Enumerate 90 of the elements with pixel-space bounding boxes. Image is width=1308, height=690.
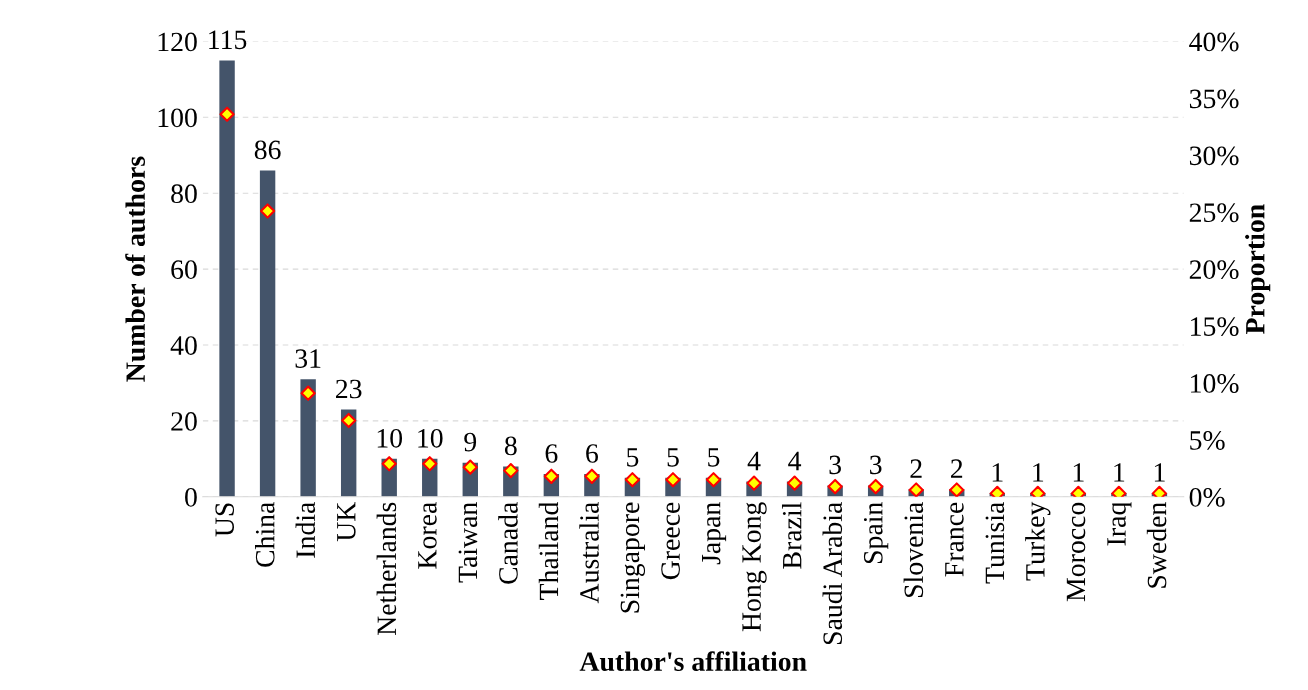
point xyxy=(219,106,235,122)
data-label: 4 xyxy=(747,451,761,471)
data-label: 8 xyxy=(504,436,517,456)
x-tick-label: Iraq xyxy=(1107,502,1132,546)
data-label: 6 xyxy=(545,444,558,463)
y2-axis-title: Proportion xyxy=(1245,204,1271,334)
data-label: 23 xyxy=(336,379,362,399)
x-tick-label: US xyxy=(215,503,235,537)
data-label: 2 xyxy=(951,459,963,478)
y-tick-label: 20 xyxy=(171,412,197,431)
x-tick-label: Singapore xyxy=(620,502,646,613)
data-label: 31 xyxy=(295,349,321,368)
x-tick-label: Korea xyxy=(418,502,437,569)
point xyxy=(705,472,722,488)
point xyxy=(949,482,965,497)
x-tick-label: Thailand xyxy=(538,502,559,600)
point xyxy=(584,468,600,484)
x-tick-label: Canada xyxy=(498,502,518,584)
y-tick-label: 60 xyxy=(171,260,197,280)
data-label: 1 xyxy=(1073,463,1084,482)
x-axis-title: Author's affiliation xyxy=(579,651,807,672)
data-label: 4 xyxy=(788,451,802,471)
x-tick-label: Tunisia xyxy=(985,502,1005,584)
x-tick-label: UK xyxy=(337,501,356,542)
point xyxy=(462,459,478,475)
y-tick-label: 120 xyxy=(158,32,197,52)
y-tick-label: 100 xyxy=(158,108,197,128)
data-label: 3 xyxy=(829,455,841,475)
bar xyxy=(259,170,276,497)
x-tick-label: Morocco xyxy=(1066,502,1086,602)
data-label: 9 xyxy=(464,432,477,452)
x-tick-label: Taiwan xyxy=(458,502,478,583)
data-label: 86 xyxy=(254,140,281,160)
data-label: 115 xyxy=(209,30,247,50)
x-tick-label: Spain xyxy=(863,502,889,564)
y2-tick-label: 5% xyxy=(1190,431,1225,450)
point xyxy=(259,203,276,219)
x-tick-label: Brazil xyxy=(781,502,802,569)
x-tick-label: Sweden xyxy=(1146,502,1167,588)
point xyxy=(624,472,641,488)
y-axis-title: Number of authors xyxy=(125,156,146,382)
point xyxy=(503,462,519,479)
x-tick-label: Slovenia xyxy=(903,502,924,598)
x-tick-label: France xyxy=(945,502,964,577)
y2-tick-label: 10% xyxy=(1191,374,1239,393)
y2-tick-label: 25% xyxy=(1189,203,1239,223)
point xyxy=(908,482,924,497)
x-tick-label: India xyxy=(295,502,316,558)
point xyxy=(341,412,357,429)
x-tick-label: Netherlands xyxy=(376,502,397,636)
y-tick-label: 40 xyxy=(170,336,197,355)
data-label: 1 xyxy=(1114,463,1125,482)
point xyxy=(746,475,762,491)
x-tick-label: China xyxy=(255,502,275,567)
x-tick-label: Australia xyxy=(579,502,599,604)
y2-tick-label: 40% xyxy=(1189,32,1239,52)
bar xyxy=(219,60,235,497)
y2-tick-label: 20% xyxy=(1189,260,1239,280)
bar xyxy=(340,409,357,497)
x-tick-label: Japan xyxy=(702,502,727,565)
x-tick-label: Greece xyxy=(661,502,680,580)
x-tick-label: Turkey xyxy=(1025,501,1051,581)
data-label: 2 xyxy=(910,459,922,478)
point xyxy=(300,385,316,401)
y2-tick-label: 0% xyxy=(1189,487,1225,507)
data-label: 1 xyxy=(1033,463,1044,482)
point xyxy=(422,456,438,472)
x-tick-label: Hong Kong xyxy=(742,502,767,632)
x-tick-label: Saudi Arabia xyxy=(822,502,843,645)
y2-tick-label: 35% xyxy=(1189,89,1239,109)
data-label: 3 xyxy=(870,455,882,475)
point xyxy=(786,475,803,491)
point xyxy=(665,472,681,488)
data-label: 10 xyxy=(418,428,443,448)
data-label: 1 xyxy=(1154,463,1165,482)
y-tick-label: 80 xyxy=(171,184,197,204)
data-label: 1 xyxy=(992,463,1003,482)
data-label: 5 xyxy=(627,448,639,467)
y-tick-label: 0 xyxy=(185,487,197,507)
data-label: 10 xyxy=(377,428,403,448)
y2-tick-label: 15% xyxy=(1191,317,1239,337)
point xyxy=(827,478,843,495)
data-label: 5 xyxy=(667,448,679,467)
point xyxy=(543,468,559,484)
data-label: 5 xyxy=(708,448,720,467)
point xyxy=(868,478,884,495)
bar xyxy=(300,379,316,497)
y2-tick-label: 30% xyxy=(1189,146,1239,166)
point xyxy=(381,456,397,472)
data-label: 6 xyxy=(586,444,599,463)
